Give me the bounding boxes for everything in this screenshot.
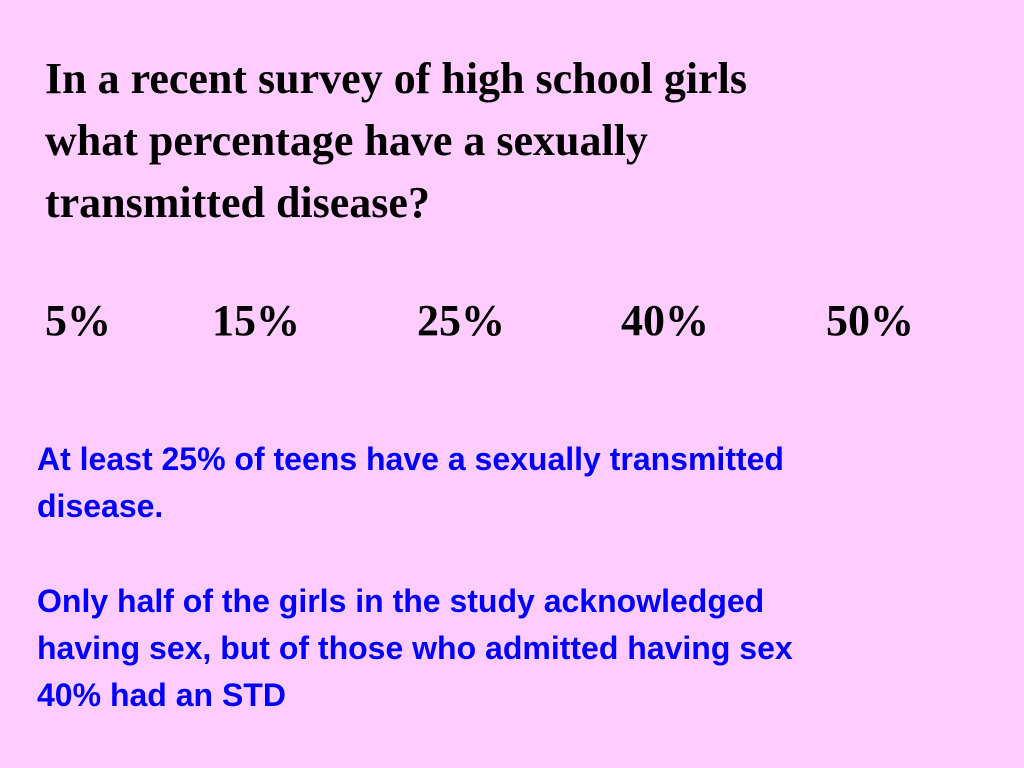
option-40-percent: 40% (621, 296, 709, 345)
question-line: transmitted disease? (45, 178, 430, 227)
option-15-percent: 15% (212, 296, 300, 345)
question-line: what percentage have a sexually (45, 116, 648, 165)
answer-line: At least 25% of teens have a sexually tr… (37, 441, 784, 477)
answer-line: disease. (37, 488, 164, 524)
option-5-percent: 5% (45, 296, 111, 345)
option-50-percent: 50% (826, 296, 914, 345)
answer-line: Only half of the girls in the study ackn… (37, 583, 765, 619)
answer-line: 40% had an STD (37, 677, 286, 713)
answer-options: 5% 15% 25% 40% 50% (45, 290, 995, 352)
option-25-percent: 25% (417, 296, 505, 345)
question-line: In a recent survey of high school girls (45, 54, 747, 103)
answer-paragraph-1: At least 25% of teens have a sexually tr… (37, 436, 997, 530)
answer-paragraph-2: Only half of the girls in the study ackn… (37, 578, 997, 719)
answer-line: having sex, but of those who admitted ha… (37, 630, 793, 666)
question-text: In a recent survey of high school girls … (45, 48, 945, 234)
